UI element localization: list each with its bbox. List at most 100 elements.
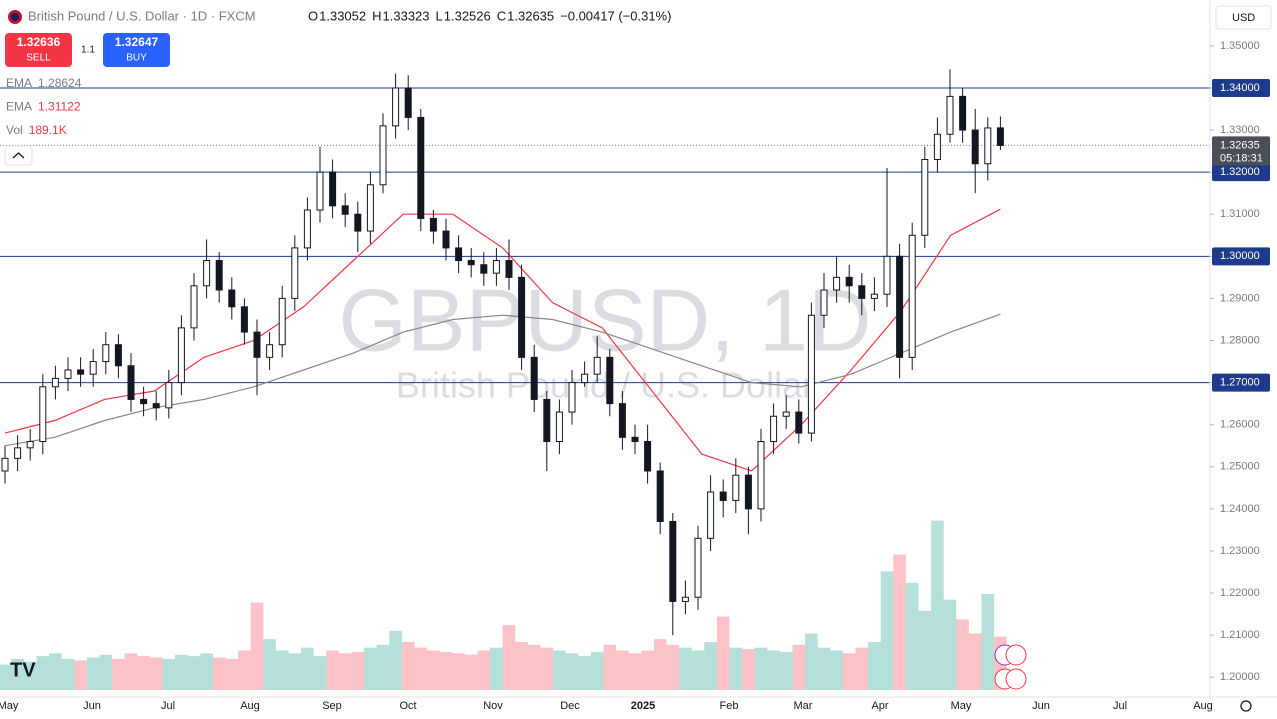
volume-bar	[61, 658, 75, 690]
candle-body	[845, 276, 853, 287]
indicator-name: EMA	[6, 76, 32, 90]
candle-body	[417, 116, 425, 219]
x-tick-label: Dec	[560, 700, 580, 712]
event-icon[interactable]	[1005, 668, 1027, 690]
volume-bar	[981, 594, 995, 690]
volume-bar	[868, 642, 881, 690]
volume-bar	[187, 656, 201, 690]
volume-bar	[855, 647, 869, 690]
indicator-value: 189.1K	[29, 123, 67, 137]
candle-body	[253, 331, 261, 358]
symbol-name[interactable]: British Pound / U.S. Dollar · 1D · FXCM	[28, 8, 256, 23]
volume-bar	[338, 653, 352, 690]
candle-body	[694, 537, 702, 598]
candle-body	[26, 441, 34, 449]
candle-body	[64, 369, 72, 379]
sell-button[interactable]	[5, 33, 72, 67]
volume-bar	[212, 657, 226, 690]
candle-body	[896, 255, 904, 358]
volume-bar	[527, 644, 541, 690]
volume-bar	[490, 647, 503, 690]
volume-bar	[427, 650, 440, 690]
countdown: 05:18:31	[1220, 152, 1263, 164]
candle-body	[707, 491, 715, 539]
y-tick-label: 1.23000	[1220, 545, 1260, 557]
volume-bar	[288, 653, 302, 690]
ohlc-value: 1.33323	[383, 8, 430, 23]
volume-bar	[704, 642, 717, 690]
candle-body	[581, 373, 589, 384]
volume-bar	[540, 647, 554, 690]
buy-button[interactable]	[103, 33, 170, 67]
spread: 1.1	[81, 45, 95, 56]
ohlc-value: 1.32635	[507, 8, 554, 23]
candle-body	[51, 377, 59, 388]
level-label: 1.27000	[1220, 376, 1260, 388]
candle-body	[593, 356, 601, 375]
ohlc-key: C	[497, 8, 506, 23]
volume-bar	[729, 647, 743, 690]
level-label-box	[1212, 78, 1270, 97]
volume-bar	[691, 650, 705, 690]
volume-bar	[99, 654, 113, 690]
candle-body	[316, 171, 324, 211]
candle-body	[656, 470, 664, 522]
ohlc-value: 1.33052	[319, 8, 366, 23]
candle-body	[858, 285, 866, 299]
x-tick-label: Jul	[1113, 700, 1127, 712]
candle-body	[795, 411, 803, 434]
candle-body	[820, 289, 828, 316]
candle-body	[833, 276, 841, 291]
volume-bar	[779, 651, 793, 690]
last-price-box	[1212, 136, 1270, 166]
x-tick-label: May	[951, 700, 972, 712]
candle-body	[757, 441, 765, 510]
candle-body	[89, 361, 97, 375]
candle-body	[984, 127, 992, 165]
volume-bar	[464, 654, 478, 690]
volume-bar	[200, 653, 213, 690]
level-layer	[0, 87, 1210, 384]
candle-body	[996, 127, 1004, 146]
ohlc-key: H	[372, 8, 381, 23]
watermark-subtitle: British Pound / U.S. Dollar	[396, 365, 814, 406]
event-icon[interactable]	[1005, 644, 1027, 666]
volume-bar	[880, 571, 894, 690]
candle-body	[429, 217, 437, 232]
candle-body	[870, 293, 878, 299]
y-tick-label: 1.31000	[1220, 208, 1260, 220]
indicator-name: Vol	[6, 123, 23, 137]
candle-body	[366, 184, 374, 232]
candle-body	[442, 230, 450, 249]
candle-body	[631, 436, 639, 443]
volume-bar	[49, 653, 62, 690]
candle-body	[303, 209, 311, 249]
volume-bar	[112, 658, 125, 690]
volume-bar	[817, 647, 831, 690]
collapse-button[interactable]	[4, 145, 33, 166]
currency-button[interactable]	[1215, 5, 1272, 30]
candle-body	[228, 289, 236, 308]
sell-price: 1.32636	[17, 35, 61, 49]
sell-label: SELL	[26, 53, 51, 64]
ohlc-value: 1.32526	[444, 8, 491, 23]
candle-body	[883, 255, 891, 295]
ohlc: O 1.33052 H 1.33323 L 1.32526 C 1.32635 −0.00417…	[308, 8, 671, 23]
volume-bar	[175, 654, 188, 690]
volume-bar	[918, 610, 932, 690]
volume-bar	[414, 647, 428, 690]
volume-bar	[565, 653, 579, 690]
volume-bar	[905, 582, 919, 690]
candle-body	[404, 87, 412, 118]
candle-body	[543, 398, 551, 443]
volume-bar	[23, 661, 37, 690]
volume-bar	[767, 650, 780, 690]
volume-bar	[376, 644, 390, 690]
level-label-box	[1212, 163, 1270, 182]
volume-bar	[502, 625, 516, 690]
volume-bar	[149, 657, 163, 690]
watermark-title: GBPUSD, 1D	[338, 270, 871, 369]
settings-icon[interactable]	[1240, 700, 1252, 712]
candle-body	[732, 474, 740, 501]
